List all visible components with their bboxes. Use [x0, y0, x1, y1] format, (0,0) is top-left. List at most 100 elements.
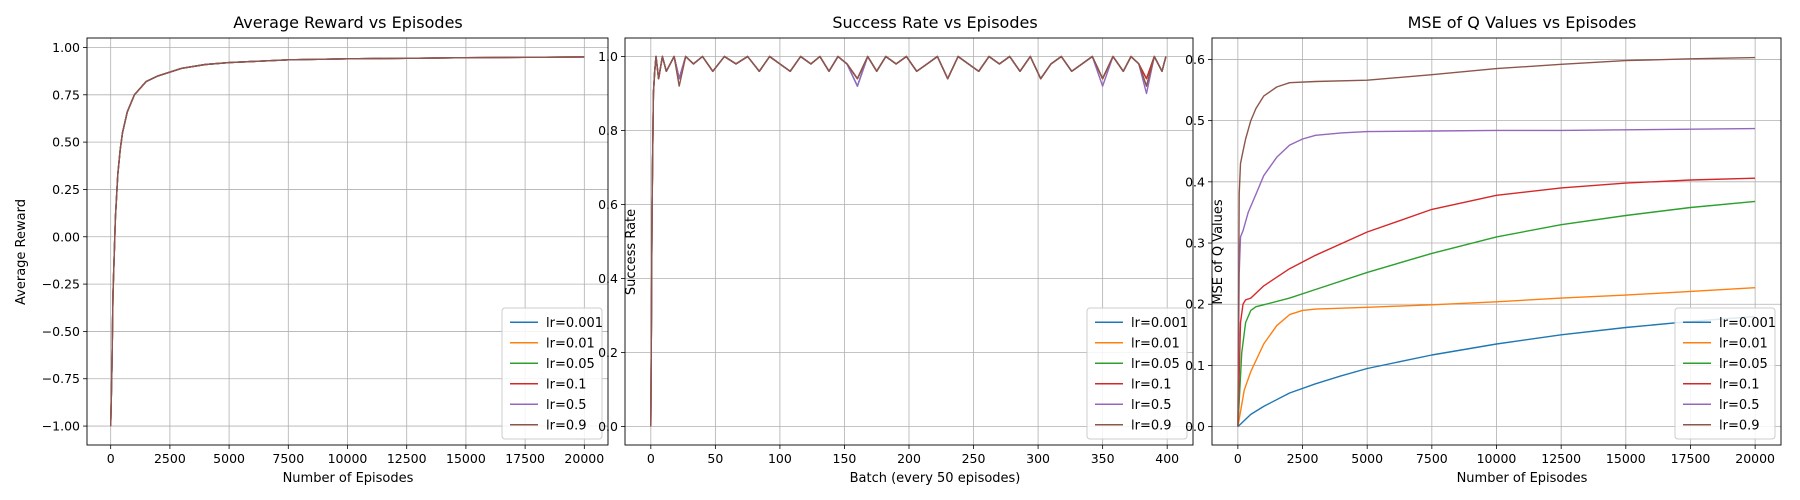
legend-label: lr=0.001 [1131, 316, 1188, 331]
legend-label: lr=0.01 [546, 336, 595, 351]
axes-frame [86, 37, 609, 446]
legend-frame [1674, 307, 1776, 440]
y-tick-label: 0.5 [1185, 113, 1205, 128]
y-tick-label: 0.0 [1185, 419, 1205, 434]
x-tick-label: 250 [962, 451, 986, 466]
series-line-lr=0.05 [1237, 200, 1756, 427]
legend-label: lr=0.01 [1131, 336, 1180, 351]
y-tick-label: 0.25 [52, 182, 80, 197]
x-tick-label: 20000 [564, 451, 604, 466]
y-tick-label: 0.1 [1185, 358, 1205, 373]
legend-label: lr=0.9 [1131, 418, 1172, 433]
x-tick-label: 100 [768, 451, 792, 466]
x-tick-label: 12500 [387, 451, 427, 466]
legend-label: lr=0.05 [546, 357, 595, 372]
axes-frame [624, 37, 1194, 446]
legend: lr=0.001 lr=0.01 lr=0.05 lr=0.1 lr=0.5 lr=0.9 [1086, 307, 1188, 440]
y-tick-label: 0.2 [598, 345, 618, 360]
series-line-lr=0.001 [1237, 315, 1756, 428]
legend-label: lr=0.05 [1719, 357, 1768, 372]
y-axis-label: Success Rate [624, 209, 639, 295]
legend-label: lr=0.001 [546, 316, 603, 331]
x-tick-label: 10000 [328, 451, 368, 466]
legend-label: lr=0.01 [1719, 336, 1768, 351]
legend-label: lr=0.9 [546, 418, 587, 433]
x-tick-label: 0 [107, 451, 115, 466]
y-tick-label: 0.2 [1185, 297, 1205, 312]
series-group [1237, 56, 1756, 428]
y-tick-label: −1.00 [42, 419, 80, 434]
y-tick-label: 0.6 [1185, 52, 1205, 67]
legend-label: lr=0.5 [1719, 398, 1760, 413]
x-tick-label: 7500 [1416, 451, 1448, 466]
y-axis-label: Average Reward [14, 199, 29, 305]
y-axis-label: MSE of Q Values [1211, 199, 1226, 305]
x-tick-label: 10000 [1477, 451, 1517, 466]
y-tick-label: 0.0 [598, 419, 618, 434]
x-tick-label: 7500 [272, 451, 304, 466]
series-line-lr=0.9 [1237, 56, 1756, 427]
y-tick-label: 0.4 [598, 271, 618, 286]
y-tick-label: −0.50 [42, 324, 80, 339]
series-line-lr=0.9 [650, 55, 1167, 427]
series-line-lr=0.01 [1237, 287, 1756, 427]
y-tick-label: −0.75 [42, 371, 80, 386]
x-tick-label: 15000 [1606, 451, 1646, 466]
x-tick-label: 12500 [1541, 451, 1581, 466]
series-group [110, 56, 585, 427]
x-tick-label: 400 [1155, 451, 1179, 466]
legend-frame [1086, 307, 1188, 440]
y-tick-label: −0.25 [42, 277, 80, 292]
x-tick-label: 17500 [505, 451, 545, 466]
x-axis-label: Batch (every 50 episodes) [850, 471, 1021, 486]
y-tick-label: 0.3 [1185, 236, 1205, 251]
series-line-lr=0.9 [110, 56, 585, 427]
axes-frame [1211, 37, 1782, 446]
x-tick-label: 300 [1026, 451, 1050, 466]
series-line-lr=0.1 [1237, 177, 1756, 427]
chart-title: MSE of Q Values vs Episodes [1408, 13, 1637, 32]
chart-title: Average Reward vs Episodes [233, 13, 463, 32]
chart-title: Success Rate vs Episodes [832, 13, 1037, 32]
legend: lr=0.001 lr=0.01 lr=0.05 lr=0.1 lr=0.5 lr=0.9 [1674, 307, 1776, 440]
y-tick-label: 0.8 [598, 123, 618, 138]
panel-success-rate: Success Rate vs Episodes Batch (every 50… [598, 13, 1194, 486]
x-tick-label: 2500 [154, 451, 186, 466]
series-line-lr=0.5 [1237, 127, 1756, 427]
y-tick-label: 0.50 [52, 135, 80, 150]
legend-label: lr=0.1 [546, 377, 587, 392]
x-tick-label: 50 [707, 451, 723, 466]
y-tick-label: 0.75 [52, 87, 80, 102]
y-tick-label: 1.0 [598, 49, 618, 64]
x-tick-label: 20000 [1735, 451, 1775, 466]
legend-label: lr=0.5 [546, 398, 587, 413]
x-tick-label: 150 [833, 451, 857, 466]
legend-label: lr=0.5 [1131, 398, 1172, 413]
x-tick-label: 5000 [1351, 451, 1383, 466]
x-tick-label: 200 [897, 451, 921, 466]
panel-average-reward: Average Reward vs Episodes Number of Epi… [14, 13, 609, 486]
y-tick-label: 1.00 [52, 40, 80, 55]
y-tick-label: 0.6 [598, 197, 618, 212]
x-tick-label: 5000 [213, 451, 245, 466]
legend-frame [501, 307, 603, 440]
legend-label: lr=0.05 [1131, 357, 1180, 372]
x-tick-label: 2500 [1287, 451, 1319, 466]
legend-label: lr=0.001 [1719, 316, 1776, 331]
y-tick-label: 0.00 [52, 229, 80, 244]
series-group [650, 55, 1167, 427]
x-tick-label: 0 [647, 451, 655, 466]
legend-label: lr=0.1 [1719, 377, 1760, 392]
x-axis-label: Number of Episodes [283, 471, 414, 486]
panel-mse-q-values: MSE of Q Values vs Episodes Number of Ep… [1185, 13, 1782, 486]
x-tick-label: 0 [1234, 451, 1242, 466]
x-axis-label: Number of Episodes [1457, 471, 1588, 486]
y-tick-label: 0.4 [1185, 174, 1205, 189]
x-tick-label: 17500 [1671, 451, 1711, 466]
legend: lr=0.001 lr=0.01 lr=0.05 lr=0.1 lr=0.5 lr=0.9 [501, 307, 603, 440]
legend-label: lr=0.9 [1719, 418, 1760, 433]
legend-label: lr=0.1 [1131, 377, 1172, 392]
x-tick-label: 350 [1091, 451, 1115, 466]
